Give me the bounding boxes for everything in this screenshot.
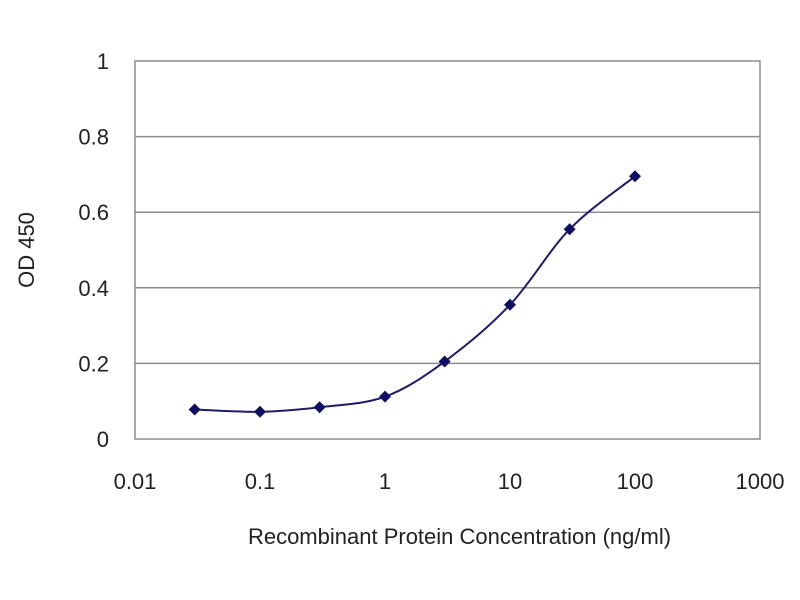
x-tick-labels: 0.01 0.1 1 10 100 1000 <box>114 469 785 494</box>
x-tick-label: 100 <box>617 469 654 494</box>
plot-frame <box>134 60 761 440</box>
x-axis-label: Recombinant Protein Concentration (ng/ml… <box>248 524 671 549</box>
y-tick-label: 0.4 <box>78 276 109 301</box>
y-tick-label: 0 <box>97 427 109 452</box>
y-tick-label: 0.2 <box>78 351 109 376</box>
x-tick-label: 1000 <box>736 469 785 494</box>
x-tick-label: 10 <box>498 469 522 494</box>
x-tick-label: 0.1 <box>245 469 276 494</box>
data-point-marker <box>313 401 326 414</box>
y-tick-labels: 0 0.2 0.4 0.6 0.8 1 <box>78 49 109 452</box>
data-point-marker <box>504 298 516 311</box>
data-point-marker <box>254 405 266 418</box>
data-point-marker <box>379 390 391 403</box>
y-tick-label: 0.8 <box>78 125 109 150</box>
x-tick-label: 1 <box>379 469 391 494</box>
x-tick-label: 0.01 <box>114 469 157 494</box>
data-point-marker <box>438 355 451 368</box>
data-point-marker <box>563 223 576 236</box>
y-axis-label: OD 450 <box>14 212 39 288</box>
data-point-marker <box>629 170 641 183</box>
data-points <box>188 170 641 418</box>
data-point-marker <box>188 403 201 416</box>
y-tick-label: 0.6 <box>78 200 109 225</box>
y-tick-label: 1 <box>97 49 109 74</box>
